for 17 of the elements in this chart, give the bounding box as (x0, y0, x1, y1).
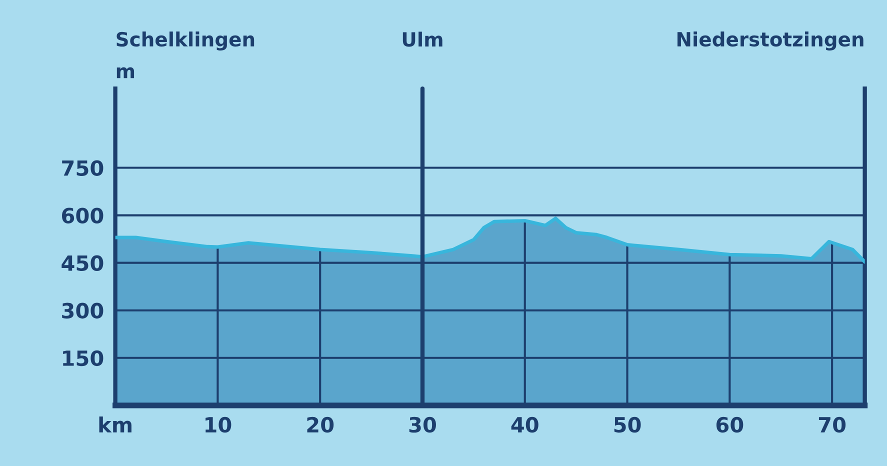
text: Schelklingen (116, 32, 254, 51)
y-tick-label: 150 (63, 350, 104, 366)
x-tick-label: 40 (511, 416, 538, 433)
y-tick-label: 750 (62, 160, 104, 176)
x-tick-label: 20 (307, 416, 334, 433)
x-tick-label: 60 (716, 416, 744, 433)
y-tick-label: 300 (62, 302, 104, 319)
x-tick-label: 70 (818, 416, 846, 433)
y-tick-label: 450 (62, 255, 104, 272)
y-tick-label: 600 (62, 208, 104, 224)
y-axis-title: m (116, 67, 134, 78)
x-tick-label: km (99, 416, 132, 432)
x-tick-label: 50 (614, 416, 641, 433)
ref-line-label: Ulm (402, 32, 442, 47)
x-tick-label: 30 (409, 416, 436, 433)
x-tick-label: 10 (206, 416, 232, 433)
text: Niederstotzingen (677, 32, 864, 51)
